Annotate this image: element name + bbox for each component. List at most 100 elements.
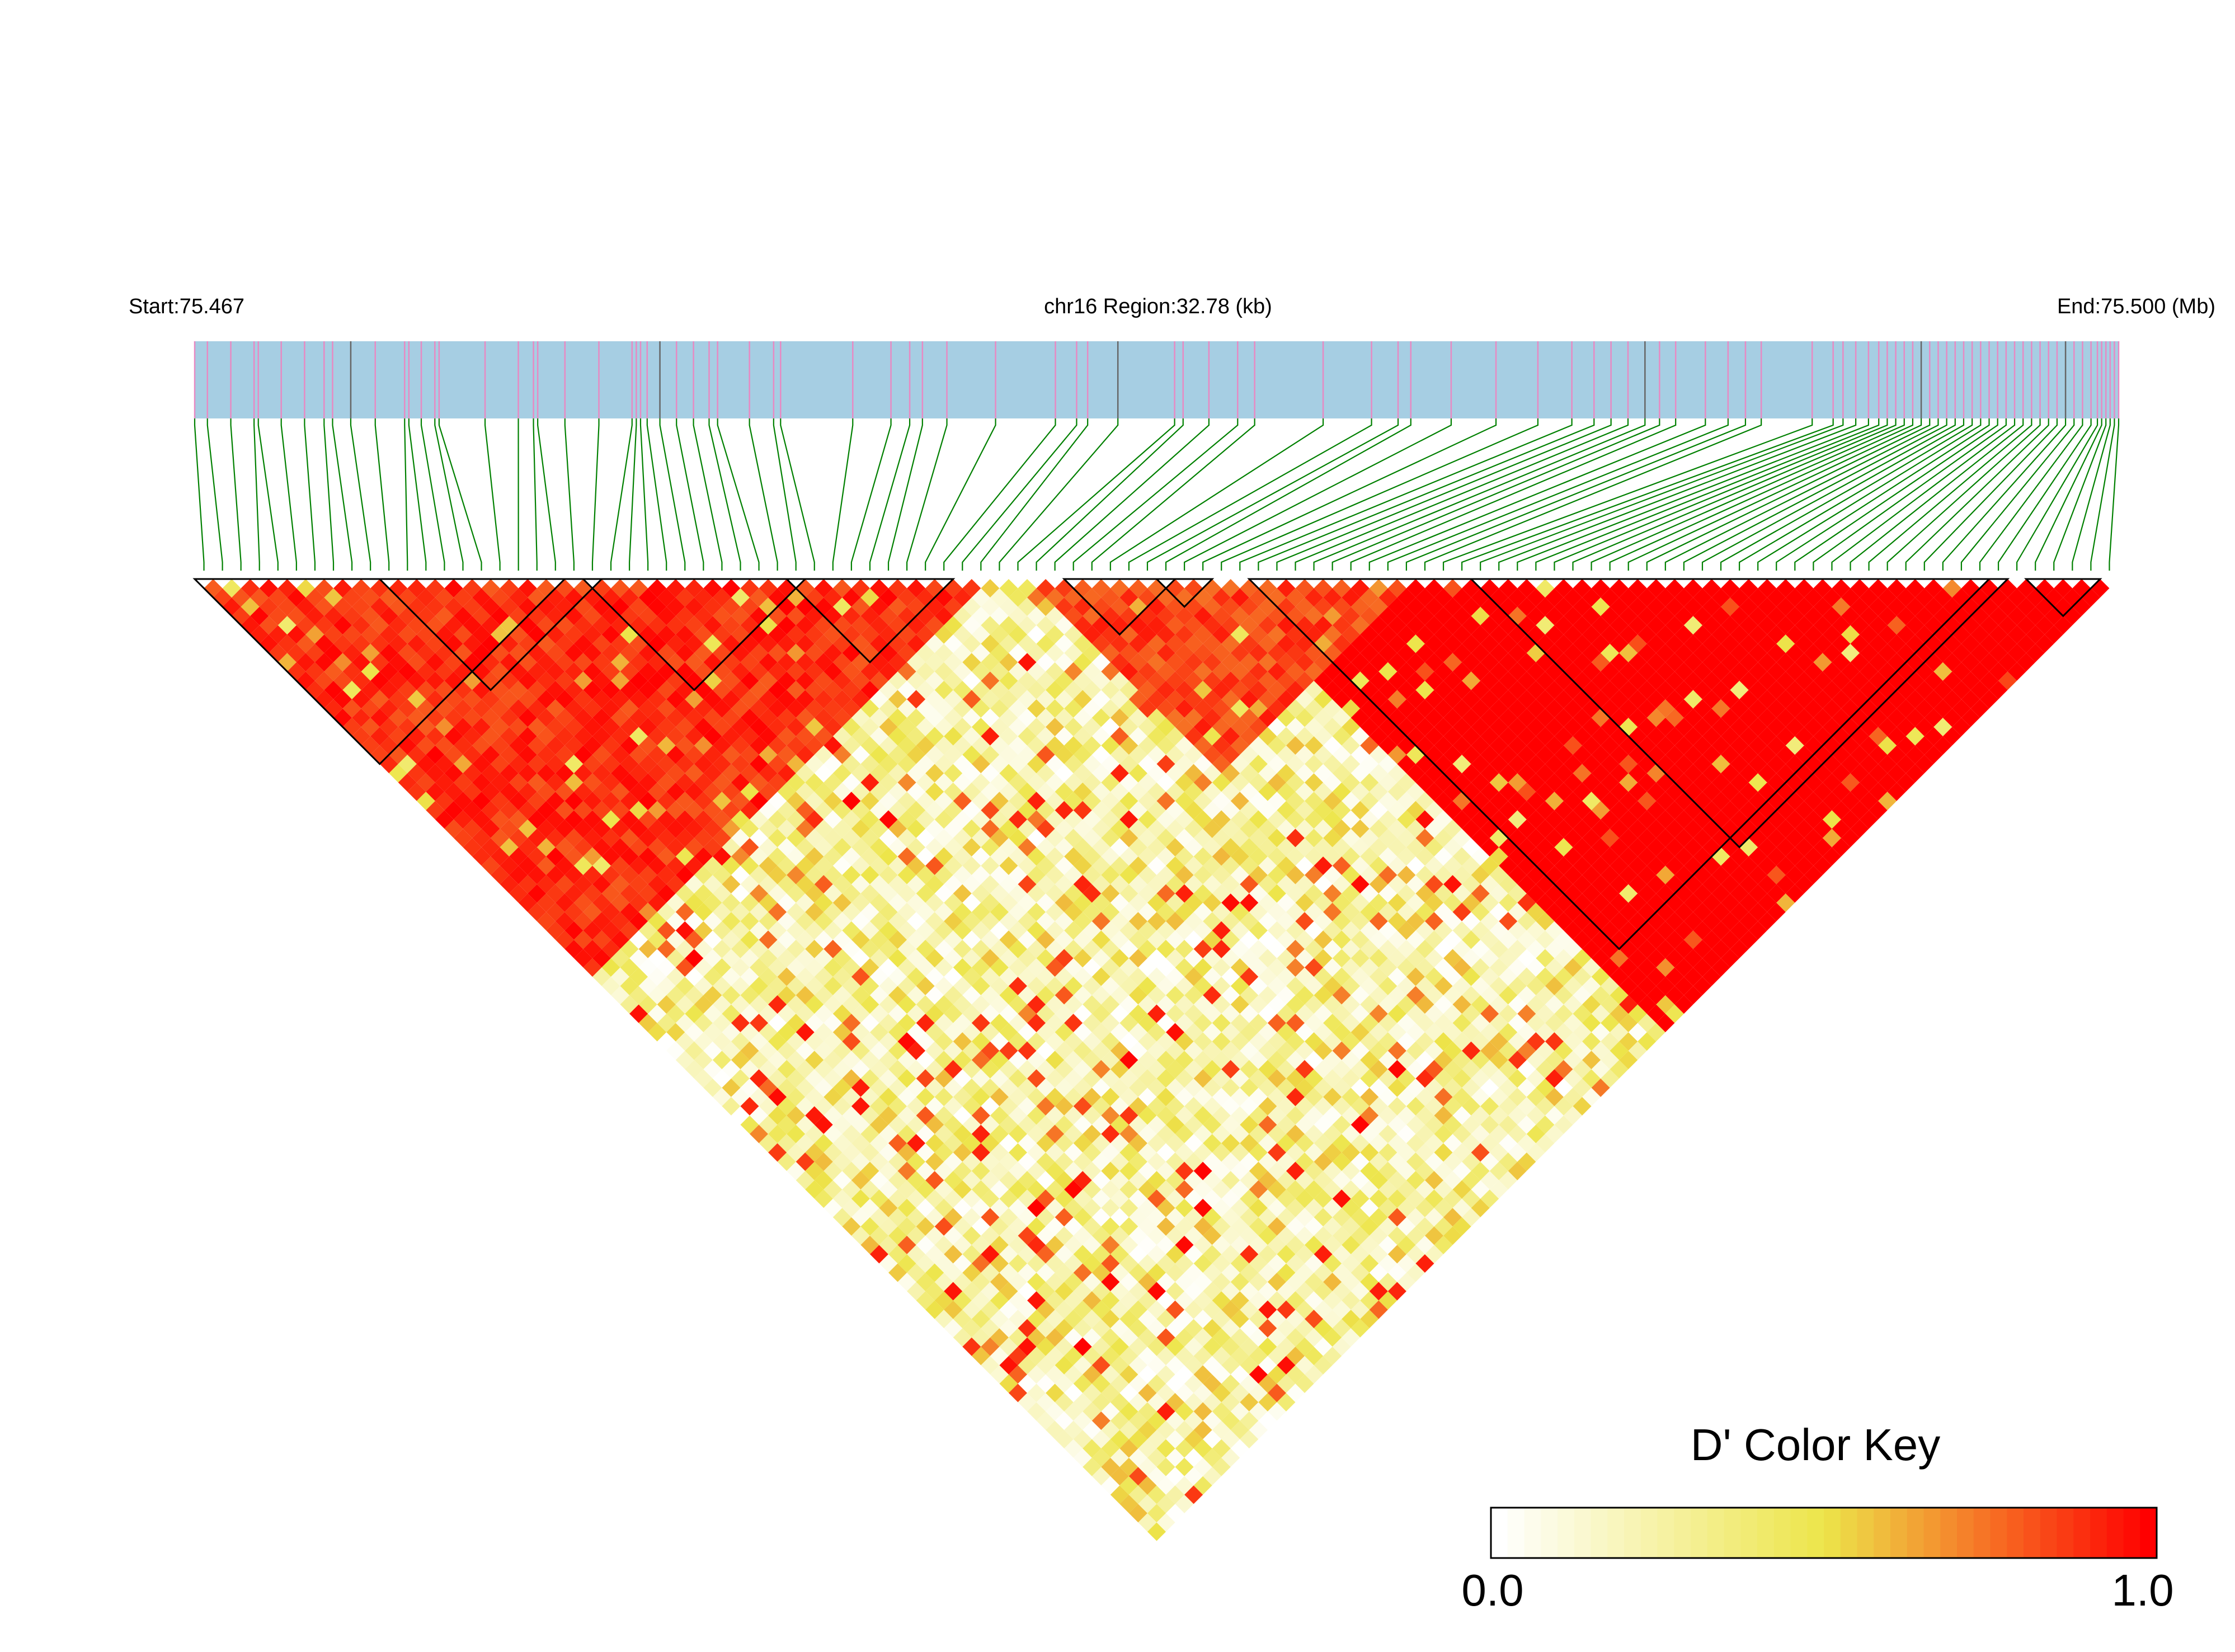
ld-cell — [444, 782, 463, 801]
ld-cell — [944, 1078, 963, 1097]
snp-connector — [1258, 418, 1595, 571]
ld-cell — [555, 782, 574, 801]
ld-cell — [555, 856, 574, 876]
ld-cell — [1101, 1161, 1120, 1180]
ld-cell — [1064, 902, 1083, 921]
ld-cell — [620, 662, 639, 681]
ld-cell — [259, 597, 278, 616]
ld-cell — [916, 1051, 935, 1070]
ld-cell — [1295, 875, 1314, 894]
ld-cell — [675, 847, 694, 866]
ld-cell — [1008, 902, 1028, 921]
ld-cell — [1036, 875, 1055, 894]
ld-cell — [824, 847, 843, 866]
ld-heatmap — [204, 579, 2110, 1541]
ld-cell — [888, 837, 907, 857]
ld-cell — [277, 634, 297, 653]
ld-cell — [740, 653, 759, 672]
snp-connector — [1146, 418, 1399, 571]
ld-cell — [1295, 597, 1314, 616]
ld-cell — [981, 875, 1000, 894]
ld-cell — [370, 690, 389, 709]
snp-connector — [1609, 418, 1914, 571]
ld-cell — [860, 1217, 879, 1236]
ld-cell — [740, 1041, 759, 1060]
ld-cell — [860, 755, 879, 774]
ld-cell — [1351, 1208, 1370, 1227]
ld-cell — [1036, 671, 1055, 690]
ld-cell — [1471, 976, 1490, 996]
ld-cell — [1591, 893, 1610, 912]
ld-cell — [703, 893, 722, 912]
ld-cell — [1101, 902, 1120, 921]
ld-cell — [555, 745, 574, 764]
ld-cell — [1036, 1319, 1055, 1338]
ld-cell — [1101, 847, 1120, 866]
ld-cell — [1230, 1235, 1249, 1254]
ld-cell — [546, 773, 565, 792]
ld-cell — [703, 930, 722, 949]
ld-cell — [620, 939, 639, 958]
ld-cell — [740, 782, 759, 801]
ld-cell — [1415, 1014, 1434, 1033]
snp-connector — [206, 418, 223, 571]
ld-cell — [888, 690, 907, 709]
ld-cell — [824, 588, 843, 607]
snp-connector — [1720, 418, 1965, 571]
ld-cell — [583, 773, 602, 792]
ld-cell — [981, 930, 1000, 949]
ld-cell — [824, 699, 843, 718]
ld-cell — [1036, 634, 1055, 653]
ld-cell — [1351, 967, 1370, 986]
ld-cell — [463, 801, 482, 820]
ld-cell — [944, 708, 963, 727]
ld-cell — [500, 727, 519, 746]
ld-cell — [1536, 801, 1555, 820]
ld-cell — [1128, 690, 1147, 709]
snp-connector — [749, 418, 778, 571]
ld-cell — [1536, 837, 1555, 857]
ld-cell — [1591, 856, 1610, 876]
ld-cell — [426, 579, 445, 598]
ld-cell — [648, 745, 667, 764]
ld-cell — [1008, 847, 1028, 866]
ld-cell — [1101, 1051, 1120, 1070]
ld-cell — [296, 634, 315, 653]
ld-cell — [518, 856, 537, 876]
ld-cell — [259, 616, 278, 635]
ld-cell — [1286, 1383, 1305, 1402]
ld-cell — [768, 625, 787, 644]
ld-cell — [379, 718, 398, 737]
ld-cell — [824, 884, 843, 903]
ld-cell — [1128, 1337, 1147, 1356]
ld-cell — [1128, 1263, 1147, 1282]
ld-cell — [620, 865, 639, 884]
ld-cell — [1166, 1134, 1185, 1153]
ld-cell — [1008, 1032, 1028, 1051]
ld-cell — [981, 1041, 1000, 1060]
ld-cell — [824, 902, 843, 921]
ld-cell — [1175, 1273, 1194, 1292]
ld-cell — [1351, 1171, 1370, 1190]
ld-cell — [1175, 1476, 1194, 1495]
snp-connector — [1813, 418, 2007, 571]
ld-cell — [370, 634, 389, 653]
ld-cell — [860, 958, 879, 977]
ld-cell — [1008, 588, 1028, 607]
ld-cell — [463, 782, 482, 801]
ld-cell — [1064, 1235, 1083, 1254]
ld-cell — [1036, 1171, 1055, 1190]
ld-cell — [1101, 921, 1120, 940]
ld-cell — [1711, 884, 1730, 903]
ld-cell — [860, 773, 879, 792]
snp-connector — [1165, 418, 1411, 571]
ld-cell — [1415, 902, 1434, 921]
ld-cell — [1128, 893, 1147, 912]
ld-cell — [1008, 1106, 1028, 1125]
ld-cell — [1471, 995, 1490, 1014]
ld-cell — [648, 690, 667, 709]
ld-cell — [860, 606, 879, 625]
ld-cell — [1536, 1041, 1555, 1060]
ld-cell — [1351, 1023, 1370, 1042]
